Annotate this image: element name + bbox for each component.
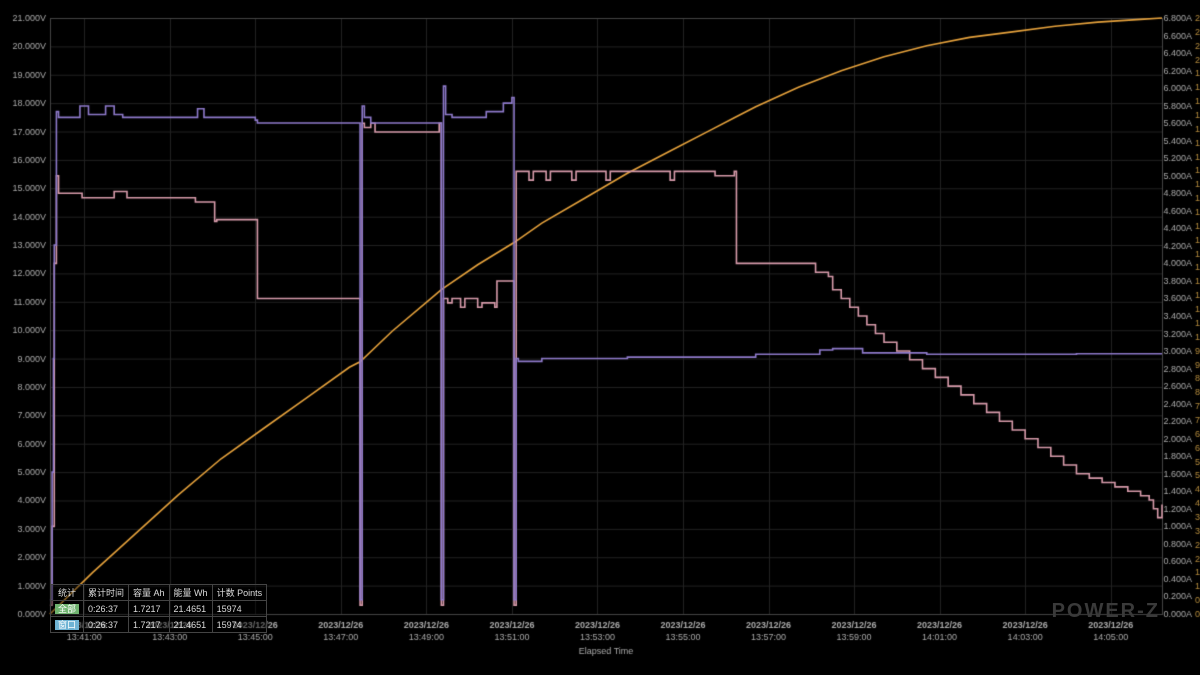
chart-canvas — [0, 0, 1200, 675]
stats-table: 统计累计时间容量 Ah能量 Wh计数 Points全部0:26:371.7217… — [50, 584, 267, 633]
watermark-text: POWER-Z — [1052, 600, 1160, 623]
